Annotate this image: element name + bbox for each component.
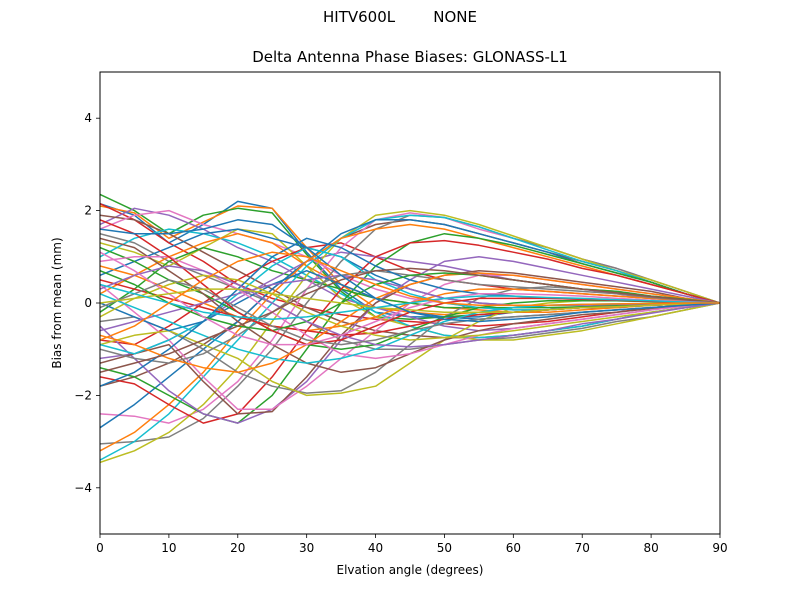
x-tick-label: 10 [161,541,176,555]
x-tick-label: 60 [506,541,521,555]
y-tick-label: 4 [84,111,92,125]
series-line-45 [100,265,720,348]
x-tick-label: 30 [299,541,314,555]
figure-suptitle: HITV600L NONE [323,8,477,26]
series-line-50 [100,283,720,320]
series-line-39 [100,274,720,341]
x-axis-label: Elvation angle (degrees) [337,563,484,577]
series-line-49 [100,288,720,313]
x-tick-label: 90 [712,541,727,555]
x-tick-label: 0 [96,541,104,555]
x-tick-label: 50 [437,541,452,555]
y-tick-label: −2 [74,388,92,402]
x-axis: 0 10 20 30 40 50 60 70 80 90 [96,534,728,555]
chart-title: Delta Antenna Phase Biases: GLONASS-L1 [252,48,568,66]
y-tick-label: 0 [84,296,92,310]
x-tick-label: 20 [230,541,245,555]
x-tick-label: 80 [643,541,658,555]
series-line-52 [100,251,720,341]
series-line-47 [100,251,720,346]
y-axis: −4 −2 0 2 4 [74,111,100,495]
series-line-51 [100,219,720,323]
series-line-24 [100,239,720,424]
x-tick-label: 70 [575,541,590,555]
series-layer [100,193,720,464]
series-line-42 [100,272,720,374]
y-axis-label: Bias from mean (mm) [50,237,64,368]
series-line-46 [100,267,720,374]
y-tick-label: 2 [84,204,92,218]
x-tick-label: 40 [368,541,383,555]
y-tick-label: −4 [74,481,92,495]
